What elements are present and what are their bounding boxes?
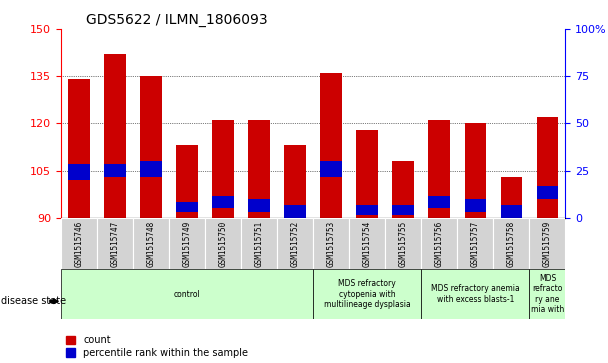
Bar — [68, 164, 89, 180]
Bar — [212, 196, 234, 208]
FancyBboxPatch shape — [61, 269, 313, 319]
Bar — [320, 73, 342, 218]
Text: GSM1515756: GSM1515756 — [435, 220, 444, 266]
FancyBboxPatch shape — [241, 218, 277, 269]
Text: GDS5622 / ILMN_1806093: GDS5622 / ILMN_1806093 — [86, 13, 268, 26]
FancyBboxPatch shape — [205, 218, 241, 269]
FancyBboxPatch shape — [349, 218, 385, 269]
Bar — [104, 54, 126, 218]
Bar — [176, 146, 198, 218]
FancyBboxPatch shape — [493, 218, 530, 269]
Bar — [68, 79, 89, 218]
Text: GSM1515747: GSM1515747 — [111, 220, 119, 266]
Text: GSM1515748: GSM1515748 — [147, 220, 156, 266]
Bar — [140, 76, 162, 218]
Text: MDS refractory anemia
with excess blasts-1: MDS refractory anemia with excess blasts… — [431, 284, 520, 304]
Text: GSM1515758: GSM1515758 — [507, 220, 516, 266]
Bar — [248, 199, 270, 212]
Text: control: control — [174, 290, 200, 298]
FancyBboxPatch shape — [385, 218, 421, 269]
Bar — [320, 161, 342, 177]
Text: GSM1515759: GSM1515759 — [543, 220, 552, 266]
FancyBboxPatch shape — [421, 269, 530, 319]
FancyBboxPatch shape — [313, 269, 421, 319]
Text: GSM1515752: GSM1515752 — [291, 220, 300, 266]
Bar — [176, 202, 198, 212]
FancyBboxPatch shape — [277, 218, 313, 269]
Bar — [500, 205, 522, 218]
Bar — [356, 130, 378, 218]
Text: disease state: disease state — [1, 296, 66, 306]
Text: GSM1515750: GSM1515750 — [218, 220, 227, 266]
Bar — [500, 177, 522, 218]
Bar — [537, 186, 558, 199]
Bar — [465, 123, 486, 218]
FancyBboxPatch shape — [169, 218, 205, 269]
Bar — [356, 205, 378, 215]
FancyBboxPatch shape — [61, 218, 97, 269]
FancyBboxPatch shape — [97, 218, 133, 269]
FancyBboxPatch shape — [421, 218, 457, 269]
FancyBboxPatch shape — [457, 218, 493, 269]
Bar — [212, 120, 234, 218]
Legend: count, percentile rank within the sample: count, percentile rank within the sample — [66, 335, 248, 358]
Bar — [392, 161, 414, 218]
Text: GSM1515751: GSM1515751 — [255, 220, 263, 266]
Text: GSM1515754: GSM1515754 — [363, 220, 371, 266]
Text: GSM1515746: GSM1515746 — [74, 220, 83, 266]
Bar — [285, 146, 306, 218]
Bar — [104, 164, 126, 177]
Bar — [140, 161, 162, 177]
FancyBboxPatch shape — [530, 269, 565, 319]
Bar — [537, 117, 558, 218]
Text: MDS
refracto
ry ane
mia with: MDS refracto ry ane mia with — [531, 274, 564, 314]
FancyBboxPatch shape — [530, 218, 565, 269]
Bar — [392, 205, 414, 215]
Bar — [429, 196, 450, 208]
Text: GSM1515757: GSM1515757 — [471, 220, 480, 266]
Text: GSM1515755: GSM1515755 — [399, 220, 408, 266]
FancyBboxPatch shape — [133, 218, 169, 269]
Bar — [429, 120, 450, 218]
Bar — [248, 120, 270, 218]
Text: MDS refractory
cytopenia with
multilineage dysplasia: MDS refractory cytopenia with multilinea… — [324, 279, 410, 309]
Bar — [465, 199, 486, 212]
Text: GSM1515749: GSM1515749 — [182, 220, 192, 266]
FancyBboxPatch shape — [313, 218, 349, 269]
Bar — [285, 205, 306, 218]
Text: GSM1515753: GSM1515753 — [326, 220, 336, 266]
